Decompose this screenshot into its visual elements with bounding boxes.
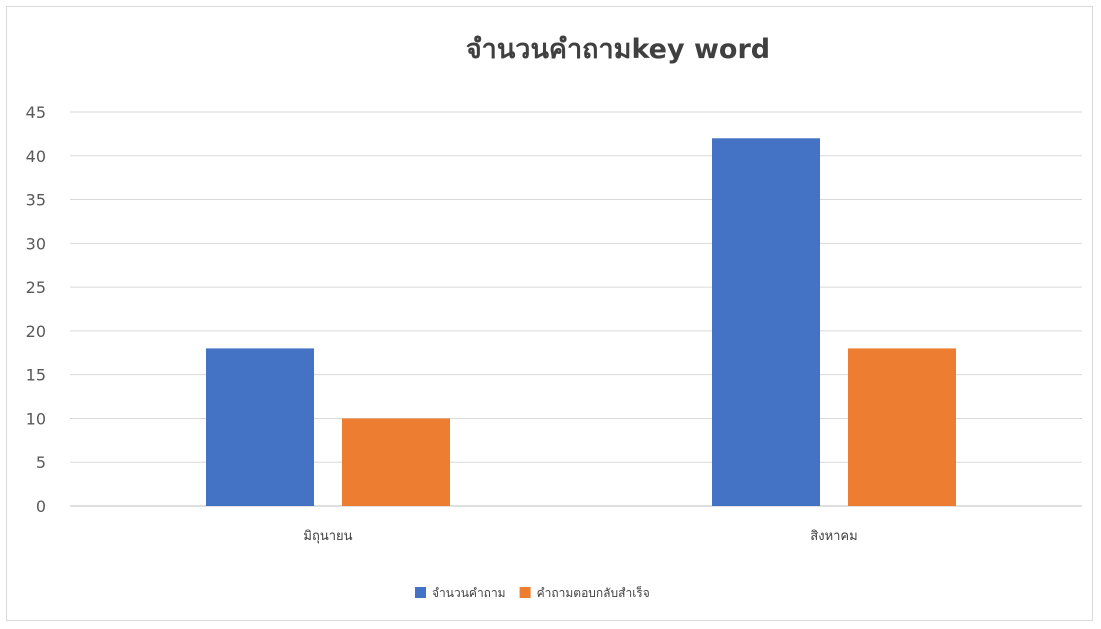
- y-tick-label: 35: [26, 191, 46, 210]
- bar-answered-0: [342, 418, 450, 506]
- legend-label: คำถามตอบกลับสำเร็จ: [537, 585, 650, 600]
- y-axis: 0 5 10 15 20 25 30 35 40 45: [26, 103, 46, 516]
- y-tick-label: 10: [26, 409, 46, 428]
- bar-answered-1: [848, 348, 956, 506]
- bars: [206, 138, 956, 506]
- y-tick-label: 40: [26, 147, 46, 166]
- legend-swatch: [415, 587, 426, 598]
- chart-title: จำนวนคำถามkey word: [466, 34, 770, 65]
- y-tick-label: 20: [26, 322, 46, 341]
- chart-frame: [6, 6, 1093, 621]
- y-tick-label: 5: [36, 453, 46, 472]
- bar-questions-0: [206, 348, 314, 506]
- y-tick-label: 15: [26, 366, 46, 385]
- legend-label: จำนวนคำถาม: [432, 586, 506, 600]
- x-category-label: สิงหาคม: [810, 529, 857, 544]
- legend-swatch: [519, 587, 531, 598]
- y-tick-label: 25: [26, 278, 46, 297]
- y-tick-label: 30: [26, 234, 46, 253]
- x-category-label: มิถุนายน: [303, 529, 352, 544]
- bar-questions-1: [712, 138, 820, 506]
- y-tick-label: 45: [26, 103, 46, 122]
- x-axis: มิถุนายน สิงหาคม: [303, 529, 857, 544]
- y-tick-label: 0: [36, 497, 46, 516]
- legend: จำนวนคำถาม คำถามตอบกลับสำเร็จ: [415, 585, 650, 600]
